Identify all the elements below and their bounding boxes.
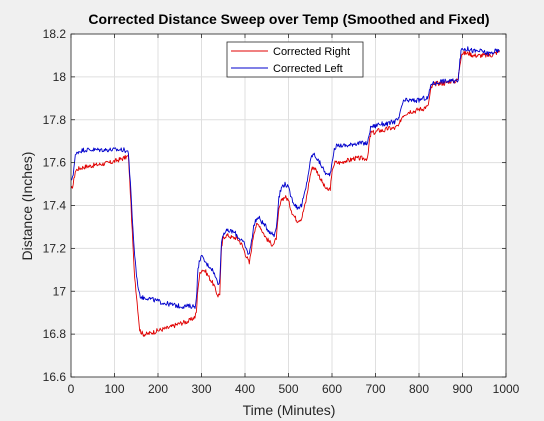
y-tick-label: 17.6 [43,156,67,170]
legend-label-corrected-right: Corrected Right [273,46,350,58]
y-tick-label: 17.8 [43,113,67,127]
x-tick-label: 300 [191,382,211,396]
legend: Corrected Right Corrected Left [226,41,364,78]
y-tick-label: 17.2 [43,241,67,255]
series-layer [70,46,500,337]
x-tick-label: 400 [235,382,255,396]
x-tick-label: 900 [452,382,472,396]
x-tick-label: 800 [409,382,429,396]
x-tick-label: 0 [68,382,75,396]
series-line-corrected-right [70,50,500,337]
series-line-corrected-left [70,46,500,309]
y-tick-label: 18.2 [43,27,67,41]
x-tick-label: 200 [148,382,168,396]
legend-label-corrected-left: Corrected Left [273,63,343,75]
y-axis-title: Distance (Inches) [19,152,35,261]
x-tick-label: 1000 [493,382,520,396]
y-tick-label: 18 [53,70,67,84]
x-tick-label: 100 [104,382,124,396]
y-tick-label: 16.8 [43,327,67,341]
x-tick-label: 600 [322,382,342,396]
y-tick-label: 17.4 [43,199,67,213]
y-tick-label: 16.6 [43,370,67,384]
y-tick-label: 17 [53,284,67,298]
x-tick-label: 500 [278,382,298,396]
chart-title: Corrected Distance Sweep over Temp (Smoo… [88,11,489,27]
ticks: 0 100 200 300 400 500 600 700 800 900 1000 16.6 16.8… [43,27,520,396]
x-tick-label: 700 [365,382,385,396]
x-axis-title: Time (Minutes) [243,402,336,418]
legend-box [226,41,364,78]
